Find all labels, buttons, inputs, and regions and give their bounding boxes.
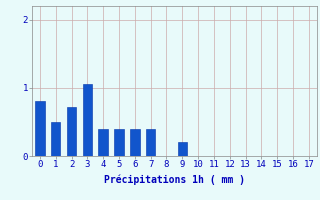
Bar (67, 107, 76, 156)
Bar (178, 142, 187, 156)
Bar (146, 129, 156, 156)
X-axis label: Précipitations 1h ( mm ): Précipitations 1h ( mm ) (104, 175, 245, 185)
Bar (114, 129, 124, 156)
Bar (51, 122, 60, 156)
Bar (35, 101, 45, 156)
Bar (130, 129, 140, 156)
Bar (99, 129, 108, 156)
Bar (83, 84, 92, 156)
